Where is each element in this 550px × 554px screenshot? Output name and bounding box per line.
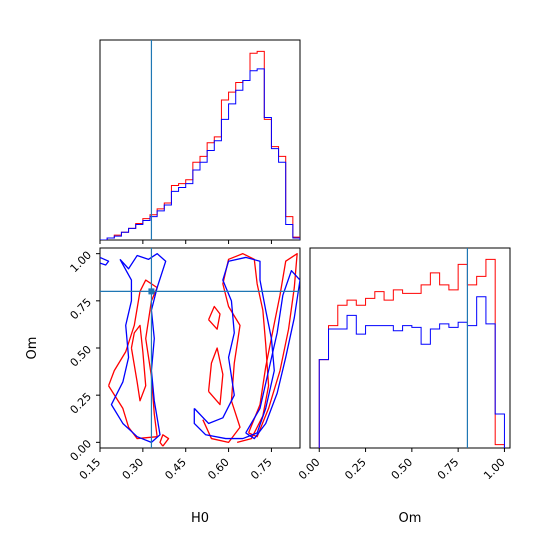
ylabel-om: Om [25,337,40,360]
contour-series-1-path-6 [207,305,221,330]
om-histogram-series-2 [318,296,505,448]
chart-marks: 0.15 0.30 0.45 0.60 0.750.000.250.500.751.00… [68,40,508,482]
contour-series-2-path-3 [193,256,275,440]
contour-series-1-path-3 [159,434,170,447]
contour-series-1-path-4 [202,253,270,443]
xlabel-om: Om [399,511,422,526]
contour-series-1-path-7 [247,253,298,438]
contour-series-1-path-5 [207,347,224,406]
om-histogram-series-1 [318,258,505,448]
contour-truth-marker [148,288,155,295]
h0-histogram-series-2 [100,68,300,240]
contour-series-2-path-1 [110,253,167,443]
h0-histogram-frame [99,39,301,241]
contour-series-2-path-2 [100,256,110,266]
contour-series-2-path-4 [245,269,300,440]
om-histogram-frame [309,247,511,449]
contour-series-1-path-2 [130,324,147,402]
xlabel-h0: H0 [191,511,209,526]
